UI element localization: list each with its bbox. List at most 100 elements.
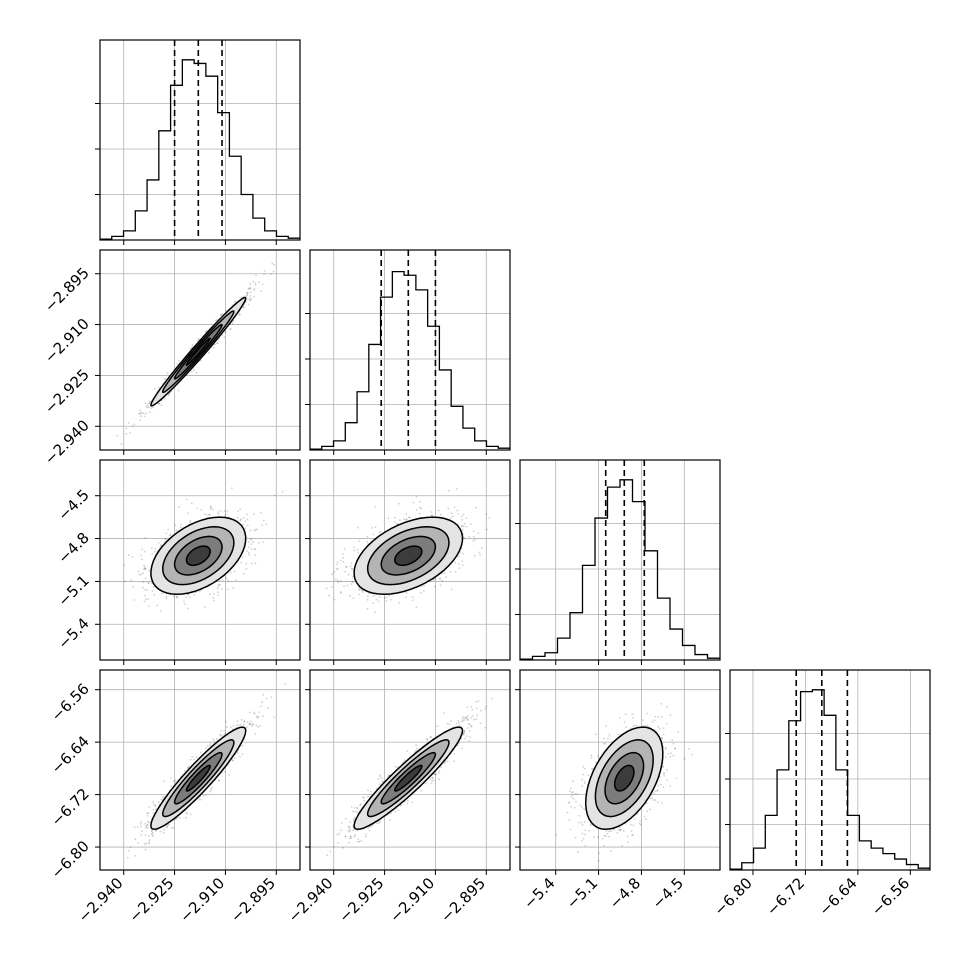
sample-point [245,567,248,570]
sample-point [127,422,130,424]
sample-point [189,348,192,350]
y-tick-label: −4.5 [54,486,92,524]
sample-point [208,593,211,596]
sample-point [143,550,146,553]
sample-point [473,554,476,557]
sample-point [378,532,381,534]
sample-point [212,597,215,599]
sample-point [131,556,134,558]
sample-point [472,540,475,542]
sample-point [176,596,178,599]
sample-point [245,550,248,552]
sample-point [470,523,472,526]
sample-point [273,264,276,266]
sample-point [242,517,245,519]
sample-point [325,587,328,590]
sample-point [141,548,144,551]
sample-point [217,585,220,587]
sample-point [246,293,249,295]
sample-point [408,516,411,519]
sample-point [249,288,252,290]
sample-point [263,270,266,272]
panel-frame [309,459,511,661]
y-tick-label: −2.910 [41,315,93,367]
sample-point [462,552,464,555]
sample-point [180,523,182,526]
sample-point [437,509,440,512]
sample-point [192,758,195,761]
sample-point [187,593,189,596]
sample-point [479,554,481,556]
sample-point [120,442,123,445]
sample-point [254,732,257,735]
sample-point [212,508,214,511]
sample-point [261,701,263,704]
sample-point [142,586,144,589]
sample-point [374,506,377,508]
histogram-2 [520,479,720,660]
sample-point [357,551,359,554]
sample-point [360,589,363,592]
sample-point [451,515,454,518]
sample-point [213,599,215,602]
sample-point [226,510,229,513]
sample-point [460,515,463,518]
sample-point [461,518,464,521]
sample-point [273,494,276,497]
histogram-1 [310,270,510,450]
sample-point [396,523,398,525]
sample-point [132,586,135,588]
sample-point [412,501,415,504]
sample-point [145,826,148,829]
sample-point [366,598,369,601]
sample-point [183,603,186,605]
sample-point [167,528,170,531]
sample-point [225,720,227,723]
sample-point [144,568,147,570]
sample-point [147,598,150,600]
sample-point [166,824,169,826]
sample-point [208,790,211,793]
sample-point [174,781,177,783]
sample-point [123,564,126,566]
sample-point [477,532,480,534]
sample-point [368,592,370,595]
sample-point [352,575,354,578]
sample-point [405,513,408,515]
sample-point [217,513,220,515]
sample-point [125,432,128,435]
sample-point [148,605,150,608]
sample-point [145,412,148,415]
sample-point [248,287,251,290]
contour-line-0 [185,337,212,366]
sample-point [244,520,247,523]
sample-point [253,529,256,532]
sample-point [157,386,160,389]
sample-point [388,595,391,597]
sample-point [423,584,425,587]
sample-point [352,581,354,584]
sample-point [140,834,143,836]
sample-point [372,594,375,597]
sample-point [403,518,406,521]
sample-point [127,554,130,557]
sample-point [144,594,147,597]
sample-point [221,588,223,590]
sample-point [223,336,226,339]
sample-point [139,822,142,825]
sample-point [377,600,380,603]
sample-point [418,512,421,515]
sample-point [480,547,483,549]
sample-point [214,319,217,322]
sample-point [450,588,453,591]
sample-point [378,596,381,598]
sample-point [165,538,168,541]
sample-point [246,518,249,521]
sample-point [141,412,143,415]
sample-point [152,586,155,588]
sample-point [174,524,177,527]
sample-point [226,578,228,580]
panel-0-0 [95,39,301,245]
sample-point [249,720,252,723]
sample-point [253,289,255,292]
